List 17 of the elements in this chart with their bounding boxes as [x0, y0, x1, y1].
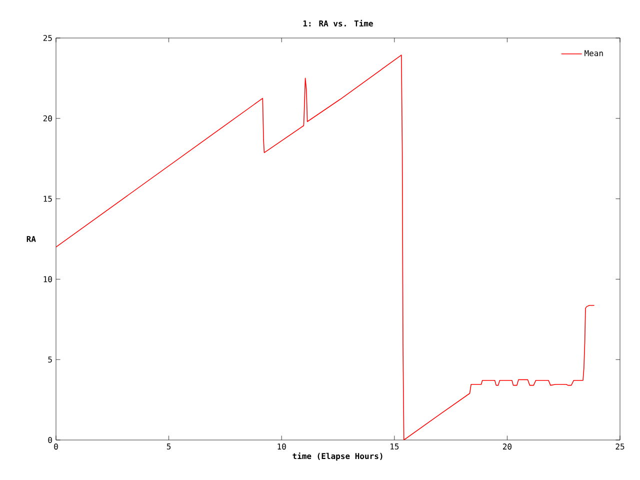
y-tick-label: 25 [43, 34, 52, 42]
x-tick-label: 20 [502, 444, 512, 450]
x-tick-label: 15 [390, 444, 399, 450]
y-tick-label: 15 [44, 196, 52, 202]
y-tick-label: 20 [43, 115, 52, 122]
x-tick-label: 10 [278, 444, 286, 450]
x-axis-title: time (Elapse Hours) [292, 452, 382, 461]
legend-label: Mean [584, 50, 603, 56]
x-tick-label: 5 [166, 444, 171, 450]
y-tick-label: 5 [48, 356, 52, 363]
x-tick-label: 0 [54, 444, 58, 450]
y-tick-label: 0 [48, 436, 52, 444]
line-series [56, 54, 595, 440]
y-axis-title: RA [26, 236, 36, 242]
x-tick-label: 25 [616, 444, 624, 450]
chart-title: 1: RA vs. Time [303, 20, 373, 26]
y-tick-label: 10 [44, 276, 52, 282]
